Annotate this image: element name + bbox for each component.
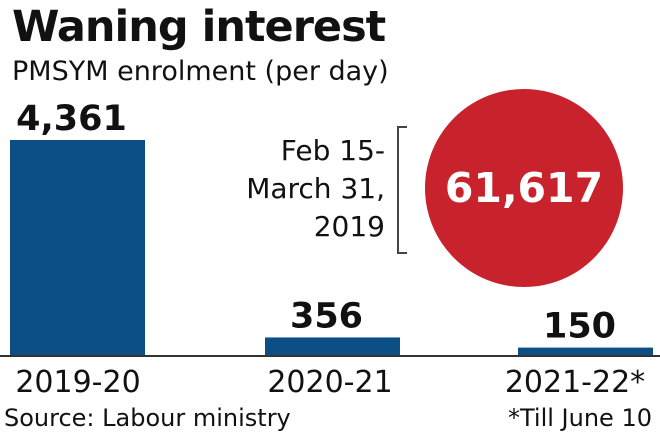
callout-circle: 61,617 bbox=[425, 89, 623, 287]
callout-line: 2019 bbox=[313, 210, 385, 243]
value-label: 150 bbox=[543, 307, 616, 347]
category-label: 2020-21 bbox=[267, 365, 392, 400]
callout-line: Feb 15- bbox=[280, 134, 385, 167]
bar-2019-20 bbox=[10, 140, 145, 355]
category-label: 2019-20 bbox=[15, 365, 140, 400]
bar-2021-22* bbox=[518, 347, 653, 355]
callout-bracket bbox=[397, 126, 407, 254]
chart-title: Waning interest bbox=[12, 2, 386, 52]
bar-2020-21 bbox=[265, 337, 400, 355]
value-label: 4,361 bbox=[16, 99, 127, 139]
callout-line: March 31, bbox=[246, 172, 385, 205]
footnote: *Till June 10 bbox=[508, 404, 652, 432]
value-label: 356 bbox=[290, 296, 363, 336]
callout-period-label: Feb 15- March 31, 2019 bbox=[246, 132, 385, 246]
callout-value: 61,617 bbox=[444, 164, 604, 212]
source-note: Source: Labour ministry bbox=[4, 404, 291, 432]
chart-subtitle: PMSYM enrolment (per day) bbox=[12, 56, 389, 87]
category-label: 2021-22* bbox=[505, 365, 645, 400]
